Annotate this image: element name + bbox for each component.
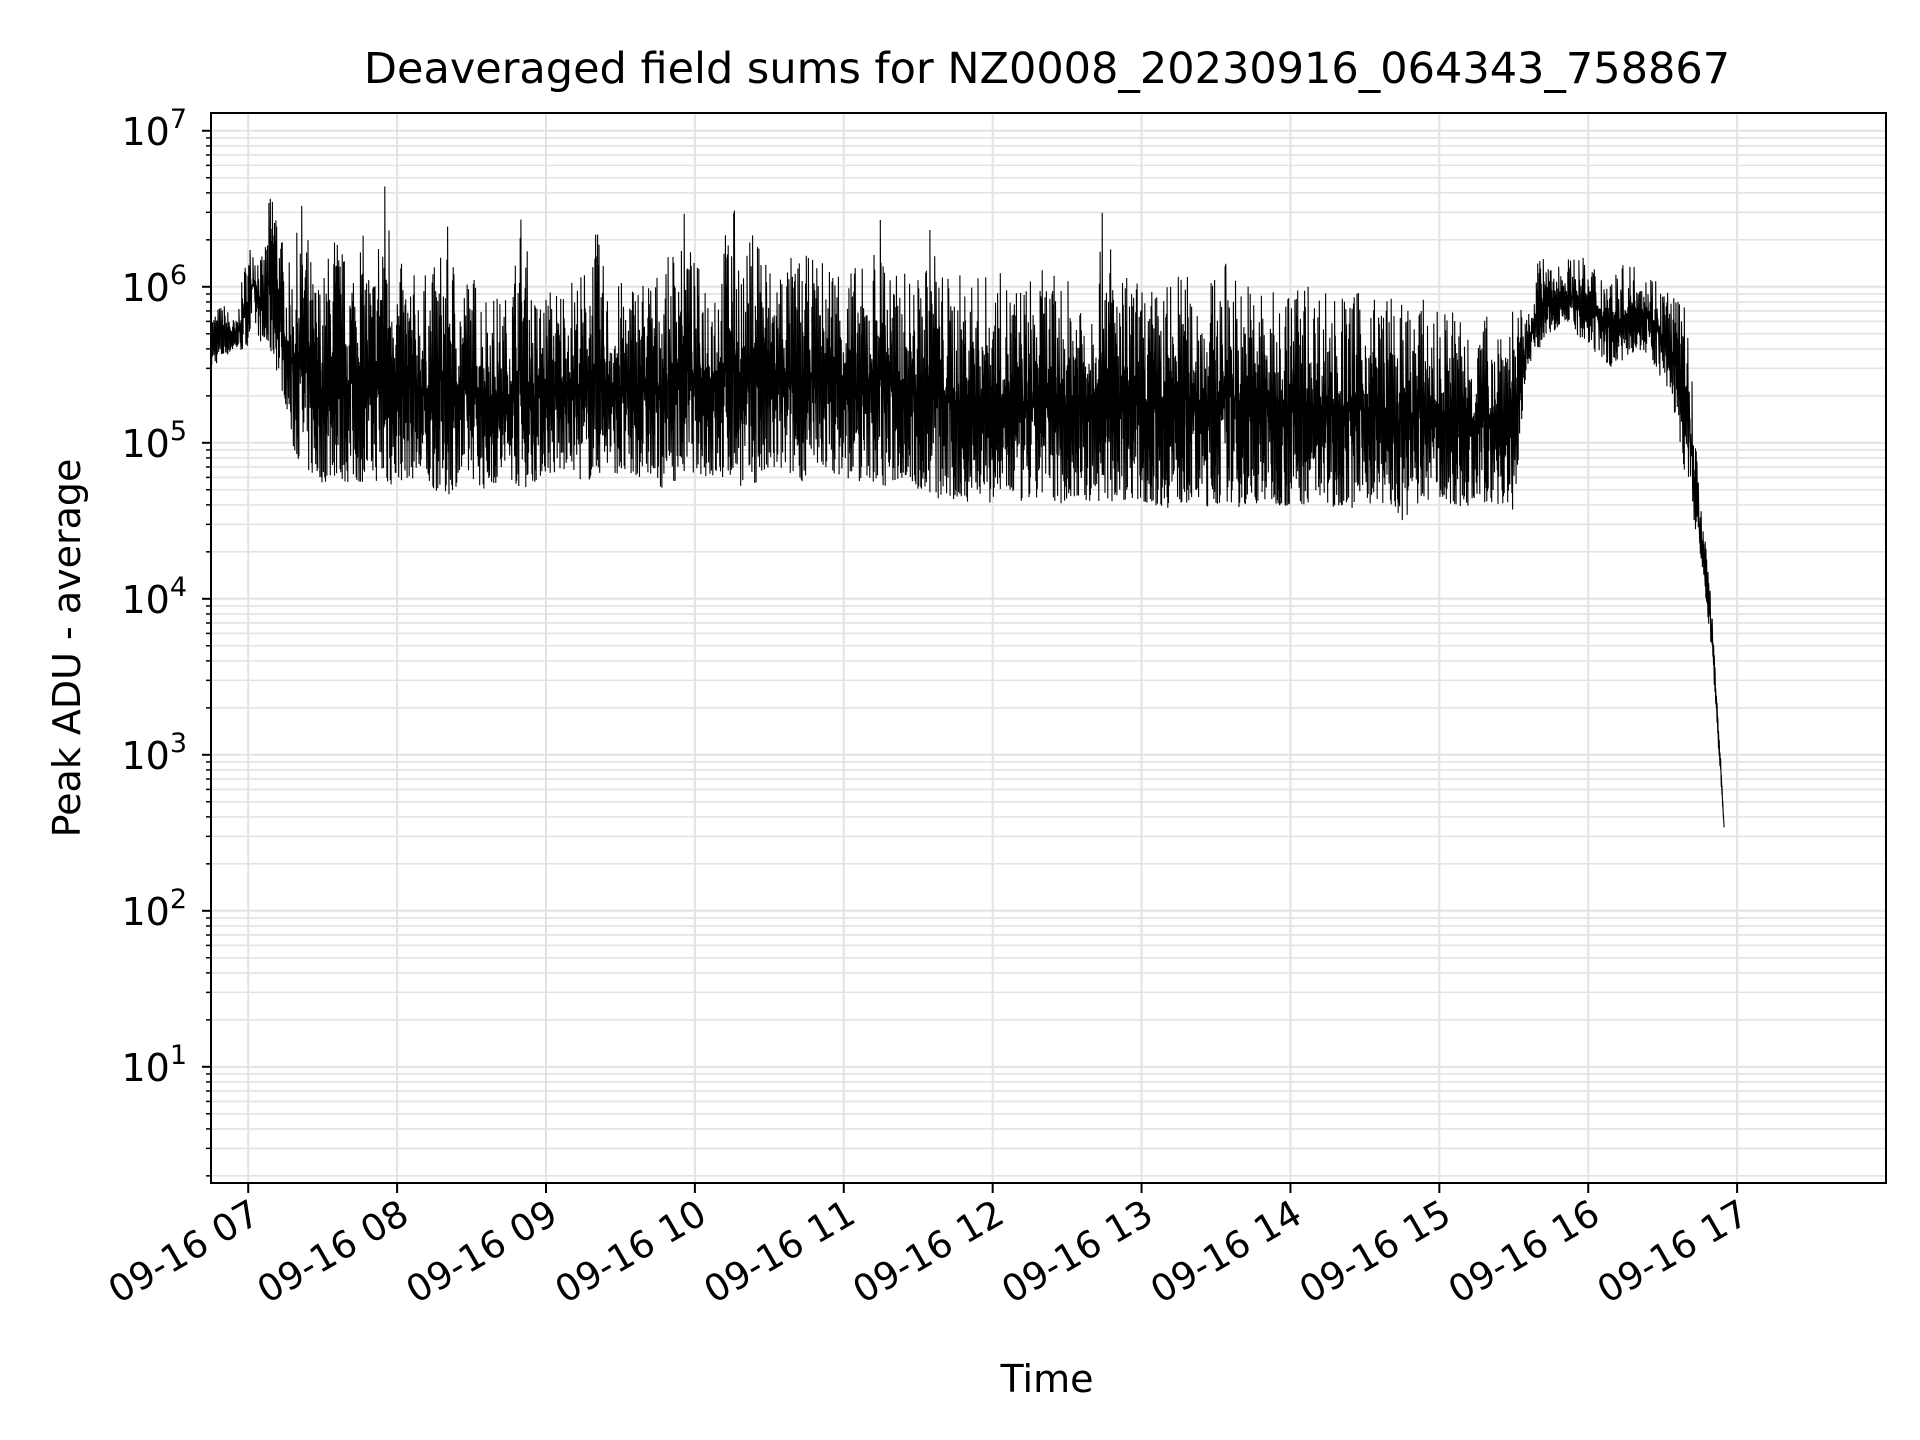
- y-tick-label: 106: [121, 260, 187, 310]
- series-line: [210, 186, 1725, 828]
- grid-lines: [211, 113, 1886, 1183]
- x-tick-label: 09-16 12: [846, 1192, 1012, 1312]
- x-tick-label: 09-16 14: [1143, 1192, 1309, 1312]
- x-tick-label: 09-16 15: [1292, 1192, 1458, 1312]
- x-tick-label: 09-16 10: [548, 1192, 714, 1312]
- y-tick-label: 107: [121, 104, 187, 154]
- y-axis: 101 102 103 104 105 106 107: [121, 104, 211, 1177]
- x-tick-label: 09-16 07: [101, 1192, 267, 1312]
- y-tick-label: 101: [121, 1040, 187, 1090]
- x-tick-label: 09-16 11: [697, 1192, 863, 1312]
- x-tick-label: 09-16 08: [250, 1192, 416, 1312]
- plot-frame: [210, 112, 1887, 1184]
- data-series: [210, 186, 1725, 828]
- y-axis-label: Peak ADU - average: [45, 459, 89, 838]
- chart-title: Deaveraged field sums for NZ0008_2023091…: [364, 44, 1730, 94]
- y-tick-label: 102: [121, 884, 187, 934]
- x-axis-label: Time: [1000, 1357, 1094, 1401]
- y-tick-label: 105: [121, 416, 187, 466]
- y-tick-label: 104: [121, 572, 187, 622]
- x-tick-label: 09-16 09: [399, 1192, 565, 1312]
- y-tick-label: 103: [121, 728, 187, 778]
- x-tick-label: 09-16 16: [1441, 1192, 1607, 1312]
- x-tick-label: 09-16 17: [1590, 1192, 1756, 1312]
- x-tick-label: 09-16 13: [994, 1192, 1160, 1312]
